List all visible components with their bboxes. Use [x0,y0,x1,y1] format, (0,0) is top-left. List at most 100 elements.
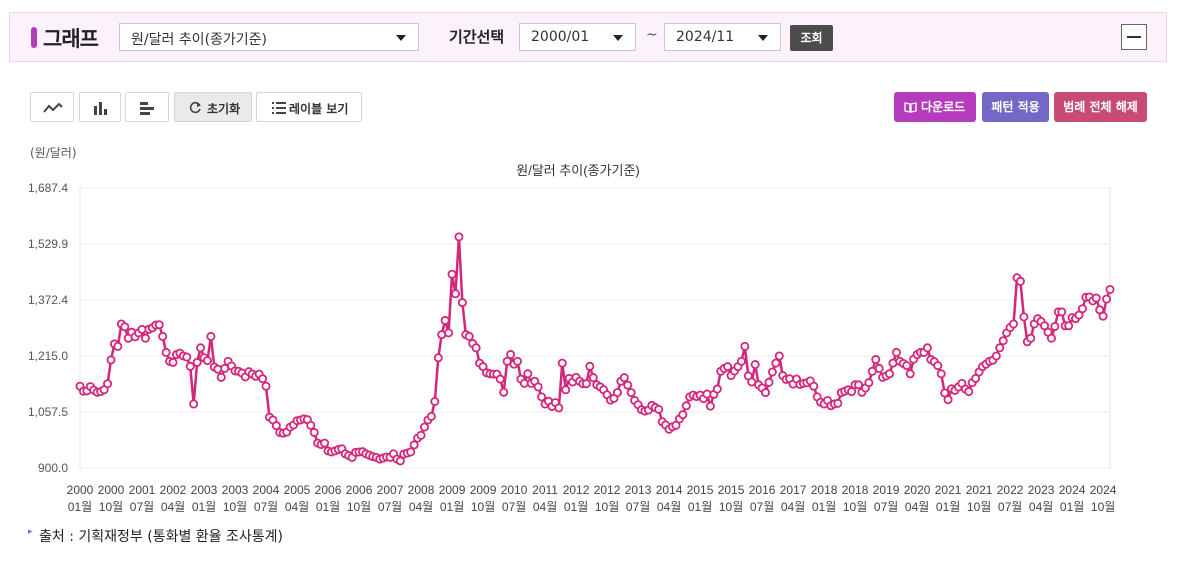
data-point [626,388,636,398]
x-tick-month: 07월 [502,500,526,514]
y-tick-label: 900.0 [38,461,68,475]
y-tick-label: 1,057.5 [28,405,68,419]
data-point [681,401,691,411]
collapse-button[interactable] [1121,24,1147,50]
x-tick-month: 07월 [378,500,402,514]
x-tick-month: 10월 [471,500,495,514]
chevron-down-icon [613,35,623,41]
line-chart-button[interactable] [30,92,74,122]
query-button[interactable]: 조회 [790,25,833,51]
chart-title: 원/달러 추이(종가기준) [516,163,640,178]
data-point [416,430,426,440]
data-point [940,388,950,398]
data-point [426,411,436,421]
horizontal-bar-chart-button[interactable] [125,92,169,122]
period-end-value: 2024/11 [676,29,735,45]
data-point [902,361,912,371]
x-tick-month: 04월 [161,500,185,514]
download-label: 다운로드 [921,100,966,114]
x-tick-year: 2003 [222,483,249,497]
data-point [464,331,474,341]
period-label: 기간선택 [449,28,505,46]
data-point [936,369,946,379]
data-point [1105,284,1115,294]
data-point [440,315,450,325]
data-point [588,373,598,383]
download-button[interactable]: 다운로드 [894,92,976,122]
period-start-select[interactable]: 2000/01 [519,23,636,51]
data-point [750,360,760,370]
data-point [922,343,932,353]
data-point [581,379,591,389]
plot-frame [79,187,1111,469]
data-point [216,372,226,382]
indicator-select-value: 원/달러 추이(종가기준) [131,32,268,48]
data-point [182,352,192,362]
x-tick-year: 2001 [129,483,156,497]
x-tick-year: 2006 [315,483,342,497]
label-view-button[interactable]: 레이블 보기 [256,92,362,122]
data-point [202,356,212,366]
x-tick-month: 10월 [1091,500,1115,514]
data-point [447,269,457,279]
x-tick-year: 2007 [377,483,404,497]
x-tick-month: 07월 [874,500,898,514]
data-point [161,347,171,357]
data-point [395,456,405,466]
y-tick-label: 1,529.9 [28,237,68,251]
x-tick-year: 2015 [718,483,745,497]
data-point [1077,304,1087,314]
title-accent-mark [31,27,37,48]
legend-release-button[interactable]: 범례 전체 해제 [1054,92,1147,122]
x-tick-month: 10월 [843,500,867,514]
x-tick-month: 07월 [626,500,650,514]
data-point [885,369,895,379]
x-tick-month: 07월 [750,500,774,514]
data-point [1019,312,1029,322]
x-tick-month: 10월 [223,500,247,514]
data-point [854,380,864,390]
data-point [192,357,202,367]
data-point [154,320,164,330]
data-point [1050,321,1060,331]
x-tick-year: 2020 [904,483,931,497]
data-point [103,379,113,389]
data-point [723,362,733,372]
data-point [774,351,784,361]
bar-chart-button[interactable] [79,92,121,122]
refresh-icon [189,101,201,114]
bar-chart-icon [94,102,107,115]
top-bar: 그래프 원/달러 추이(종가기준) 기간선택 2000/01 ~ 2024/11… [9,12,1167,62]
x-tick-month: 04월 [285,500,309,514]
data-point [471,343,481,353]
x-tick-month: 10월 [967,500,991,514]
x-tick-month: 01월 [936,500,960,514]
data-point [554,403,564,413]
data-point [106,355,116,365]
data-point [140,333,150,343]
data-point [678,410,688,420]
data-point [406,447,416,457]
x-tick-month: 01월 [68,500,92,514]
x-tick-year: 2021 [966,483,993,497]
data-point [561,385,571,395]
data-point [206,331,216,341]
data-point [120,322,130,332]
data-point [450,289,460,299]
indicator-select[interactable]: 원/달러 추이(종가기준) [119,23,419,51]
reset-button[interactable]: 초기화 [174,92,252,122]
data-point [457,298,467,308]
x-tick-month: 01월 [1060,500,1084,514]
period-end-select[interactable]: 2024/11 [664,23,781,51]
period-separator: ~ [646,27,658,43]
pattern-button[interactable]: 패턴 적용 [982,92,1049,122]
data-point [1026,333,1036,343]
x-tick-year: 2012 [594,483,621,497]
x-tick-month: 07월 [254,500,278,514]
period-start-value: 2000/01 [531,29,590,45]
data-point [1064,321,1074,331]
x-tick-year: 2019 [873,483,900,497]
x-tick-year: 2009 [439,483,466,497]
x-tick-year: 2017 [780,483,807,497]
